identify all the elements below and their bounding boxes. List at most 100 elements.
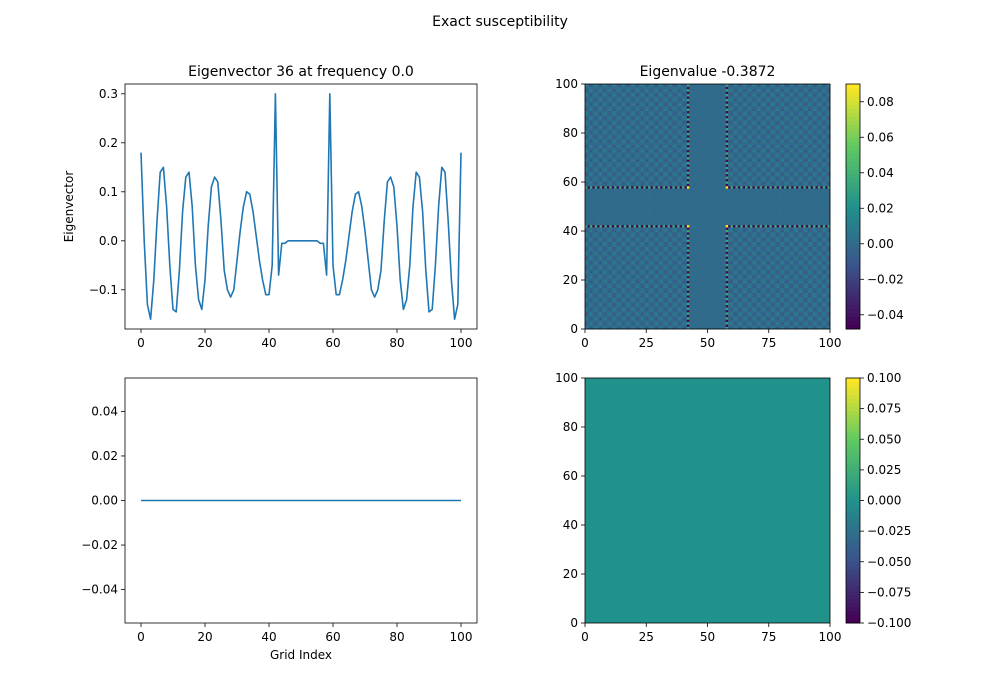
heatmap-cell xyxy=(645,273,649,276)
heatmap-cell xyxy=(793,244,797,247)
heatmap-cell xyxy=(715,295,719,298)
heatmap-cell xyxy=(781,244,785,247)
heatmap-cell xyxy=(652,261,656,264)
heatmap-cell xyxy=(815,299,819,303)
heatmap-cell xyxy=(713,326,717,330)
heatmap-cell xyxy=(725,302,729,306)
heatmap-cell xyxy=(691,265,695,269)
heatmap-cell xyxy=(788,222,792,226)
heatmap-cell xyxy=(640,261,644,264)
heatmap-cell xyxy=(696,256,700,260)
heatmap-cell xyxy=(766,304,770,308)
heatmap-cell xyxy=(599,214,603,218)
heatmap-cell xyxy=(808,273,811,276)
heatmap-cell xyxy=(648,224,651,228)
heatmap-cell xyxy=(808,210,811,213)
heatmap-cell xyxy=(599,285,603,289)
heatmap-cell xyxy=(684,241,688,245)
heatmap-cell xyxy=(599,299,603,303)
heatmap-cell xyxy=(764,321,768,325)
heatmap-cell xyxy=(609,287,613,291)
heatmap-cell xyxy=(747,227,751,230)
heatmap-cell xyxy=(657,227,661,230)
heatmap-cell xyxy=(635,236,639,240)
heatmap-cell xyxy=(820,295,824,298)
y-tick-label: 0.1 xyxy=(99,185,118,199)
heatmap-cell xyxy=(592,256,596,260)
heatmap-cell xyxy=(708,229,712,233)
heatmap-cell xyxy=(796,263,799,267)
heatmap-cell xyxy=(604,227,608,230)
heatmap-cell xyxy=(599,234,603,238)
heatmap-cell xyxy=(774,224,777,228)
heatmap-cell xyxy=(813,278,816,281)
heatmap-cell xyxy=(757,270,761,274)
heatmap-cell xyxy=(623,217,627,221)
heatmap-cell xyxy=(601,253,605,257)
heatmap-cell xyxy=(754,210,758,213)
heatmap-cell xyxy=(815,278,819,281)
heatmap-cell xyxy=(623,326,627,330)
heatmap-cell xyxy=(735,236,739,240)
heatmap-cell xyxy=(762,239,765,243)
heatmap-cell xyxy=(747,275,751,279)
heatmap-cell xyxy=(749,299,753,303)
heatmap-cell xyxy=(614,261,617,264)
heatmap-cell xyxy=(779,275,782,279)
heatmap-cell xyxy=(783,227,787,230)
heatmap-cell xyxy=(715,309,719,313)
heatmap-cell xyxy=(594,273,598,276)
heatmap-cell xyxy=(609,290,613,293)
heatmap-cell xyxy=(742,270,746,274)
heatmap-cell xyxy=(715,251,719,255)
heatmap-cell xyxy=(643,256,646,260)
heatmap-cell xyxy=(718,319,722,323)
heatmap-cell xyxy=(604,244,608,247)
heatmap-cell xyxy=(720,244,724,247)
heatmap-cell xyxy=(626,234,630,238)
heatmap-cell xyxy=(766,278,770,281)
heatmap-cell xyxy=(640,295,644,298)
heatmap-cell xyxy=(725,217,729,221)
heatmap-cell xyxy=(747,244,751,247)
heatmap-cell xyxy=(764,326,768,330)
heatmap-cell xyxy=(686,241,690,245)
heatmap-cell xyxy=(815,319,819,323)
heatmap-cell xyxy=(592,258,596,262)
heatmap-cell xyxy=(749,239,753,243)
heatmap-cell xyxy=(599,251,603,255)
heatmap-cell xyxy=(628,251,632,255)
heatmap-cell xyxy=(776,239,780,243)
heatmap-cell xyxy=(822,222,826,226)
heatmap-cell xyxy=(706,270,710,274)
heatmap-cell xyxy=(820,312,824,315)
heatmap-cell xyxy=(764,214,768,218)
heatmap-cell xyxy=(769,214,773,218)
heatmap-cell xyxy=(609,217,613,221)
heatmap-cell xyxy=(732,241,736,245)
heatmap-cell xyxy=(793,309,797,313)
heatmap-cell xyxy=(788,316,792,320)
heatmap-cell xyxy=(691,227,695,230)
heatmap-cell xyxy=(813,227,816,230)
heatmap-cell xyxy=(725,326,729,330)
heatmap-cell xyxy=(703,251,707,255)
heatmap-cell xyxy=(808,295,811,298)
heatmap-cell xyxy=(674,287,678,291)
heatmap-cell xyxy=(616,224,620,228)
heatmap-cell xyxy=(652,224,656,228)
heatmap-cell xyxy=(677,324,680,327)
heatmap-cell xyxy=(769,280,773,284)
heatmap-cell xyxy=(589,297,593,301)
heatmap-cell xyxy=(652,326,656,330)
heatmap-cell xyxy=(805,239,809,243)
heatmap-cell xyxy=(757,210,761,213)
heatmap-cell xyxy=(788,312,792,315)
heatmap-cell xyxy=(713,241,717,245)
heatmap-cell xyxy=(665,307,668,310)
heatmap-cell xyxy=(786,231,790,235)
heatmap-cell xyxy=(621,275,625,279)
heatmap-cell xyxy=(696,278,700,281)
heatmap-cell xyxy=(604,239,608,243)
heatmap-cell xyxy=(652,314,656,318)
